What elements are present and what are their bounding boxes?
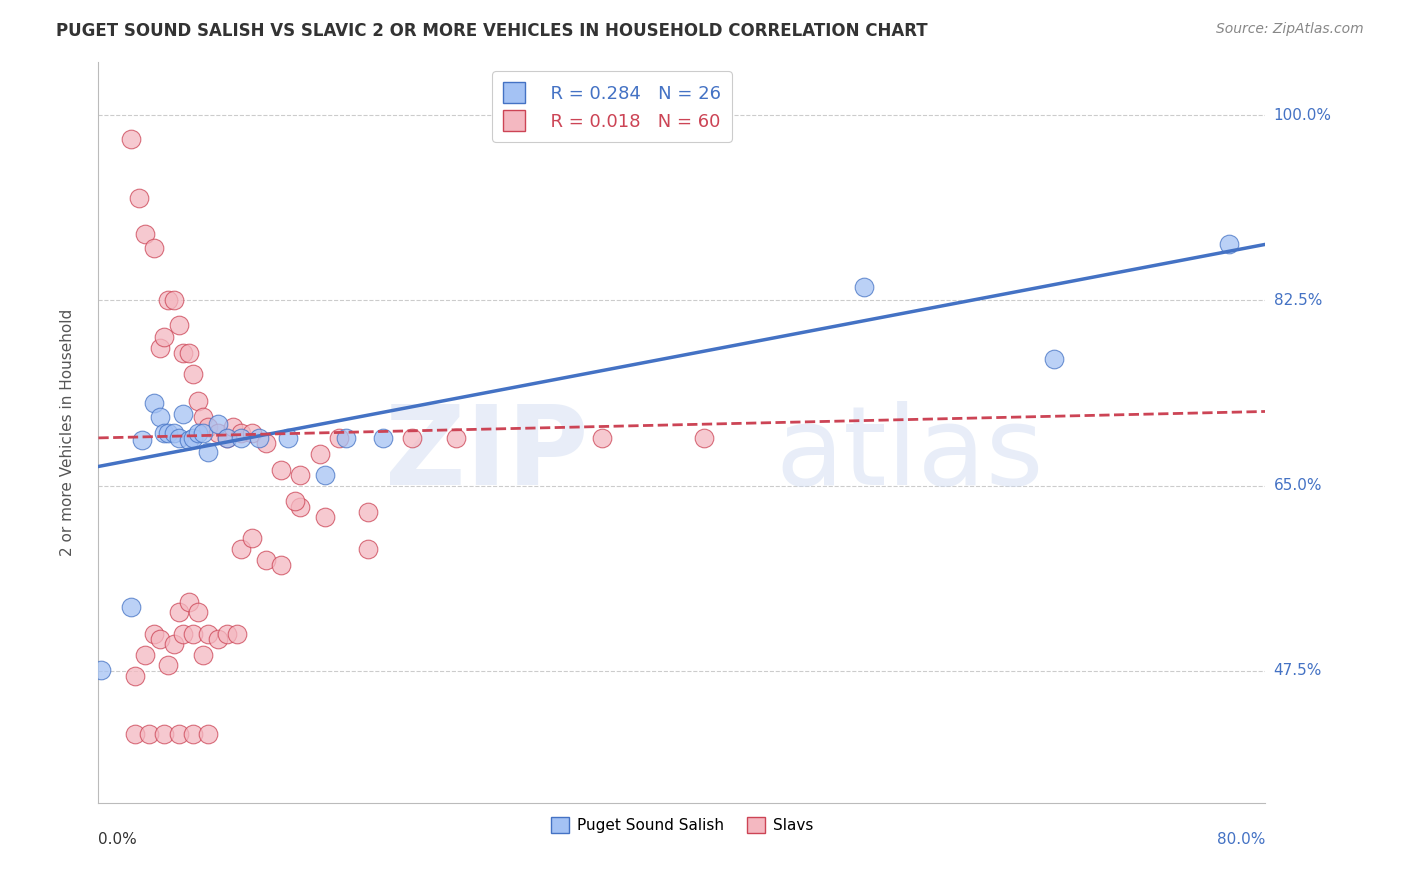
Point — [142, 240, 165, 255]
Point — [128, 191, 150, 205]
Point — [172, 407, 194, 421]
Text: ZIP: ZIP — [385, 401, 589, 508]
Point — [181, 368, 204, 382]
Point — [270, 558, 292, 572]
Point — [215, 626, 238, 640]
Point — [131, 433, 153, 447]
Point — [167, 431, 190, 445]
Point — [207, 425, 229, 440]
Point — [591, 431, 613, 445]
Point — [193, 409, 215, 424]
Point — [149, 409, 172, 424]
Point — [247, 431, 270, 445]
Point — [335, 431, 357, 445]
Point — [153, 425, 176, 440]
Point — [444, 431, 467, 445]
Point — [853, 279, 876, 293]
Point — [177, 433, 200, 447]
Point — [207, 632, 229, 646]
Point — [240, 532, 263, 546]
Point — [197, 420, 219, 434]
Point — [167, 606, 190, 620]
Point — [314, 467, 336, 482]
Point — [157, 658, 180, 673]
Point — [157, 293, 180, 308]
Point — [207, 417, 229, 432]
Point — [187, 425, 209, 440]
Point — [371, 431, 394, 445]
Point — [314, 510, 336, 524]
Point — [215, 431, 238, 445]
Point — [328, 431, 350, 445]
Point — [120, 131, 142, 145]
Point — [134, 648, 156, 662]
Point — [693, 431, 716, 445]
Text: PUGET SOUND SALISH VS SLAVIC 2 OR MORE VEHICLES IN HOUSEHOLD CORRELATION CHART: PUGET SOUND SALISH VS SLAVIC 2 OR MORE V… — [56, 22, 928, 40]
Point — [197, 727, 219, 741]
Point — [138, 727, 160, 741]
Point — [187, 606, 209, 620]
Text: 47.5%: 47.5% — [1274, 663, 1322, 678]
Point — [157, 425, 180, 440]
Point — [288, 467, 311, 482]
Point — [231, 425, 253, 440]
Point — [1043, 351, 1066, 366]
Text: 0.0%: 0.0% — [98, 832, 138, 847]
Point — [142, 396, 165, 410]
Point — [90, 663, 112, 677]
Point — [172, 346, 194, 360]
Legend: Puget Sound Salish, Slavs: Puget Sound Salish, Slavs — [544, 812, 820, 839]
Text: 82.5%: 82.5% — [1274, 293, 1322, 308]
Point — [167, 727, 190, 741]
Point — [226, 626, 249, 640]
Point — [153, 330, 176, 344]
Point — [231, 541, 253, 556]
Point — [288, 500, 311, 514]
Point — [1218, 237, 1240, 252]
Point — [231, 431, 253, 445]
Point — [187, 393, 209, 408]
Point — [357, 505, 380, 519]
Text: 100.0%: 100.0% — [1274, 108, 1331, 123]
Point — [401, 431, 423, 445]
Point — [120, 600, 142, 615]
Point — [149, 341, 172, 355]
Point — [134, 227, 156, 241]
Point — [142, 626, 165, 640]
Point — [197, 626, 219, 640]
Point — [197, 444, 219, 458]
Point — [193, 425, 215, 440]
Text: atlas: atlas — [775, 401, 1043, 508]
Point — [163, 425, 186, 440]
Point — [163, 637, 186, 651]
Point — [254, 552, 277, 566]
Point — [357, 541, 380, 556]
Point — [149, 632, 172, 646]
Point — [270, 462, 292, 476]
Point — [172, 626, 194, 640]
Point — [177, 346, 200, 360]
Point — [181, 431, 204, 445]
Point — [177, 595, 200, 609]
Point — [153, 727, 176, 741]
Point — [124, 727, 146, 741]
Point — [163, 293, 186, 308]
Point — [309, 447, 332, 461]
Point — [254, 436, 277, 450]
Point — [181, 727, 204, 741]
Point — [277, 431, 299, 445]
Point — [284, 494, 307, 508]
Y-axis label: 2 or more Vehicles in Household: 2 or more Vehicles in Household — [60, 309, 75, 557]
Point — [221, 420, 243, 434]
Point — [240, 425, 263, 440]
Text: 65.0%: 65.0% — [1274, 478, 1322, 493]
Text: 80.0%: 80.0% — [1218, 832, 1265, 847]
Text: Source: ZipAtlas.com: Source: ZipAtlas.com — [1216, 22, 1364, 37]
Point — [167, 318, 190, 332]
Point — [181, 626, 204, 640]
Point — [215, 431, 238, 445]
Point — [124, 669, 146, 683]
Point — [193, 648, 215, 662]
